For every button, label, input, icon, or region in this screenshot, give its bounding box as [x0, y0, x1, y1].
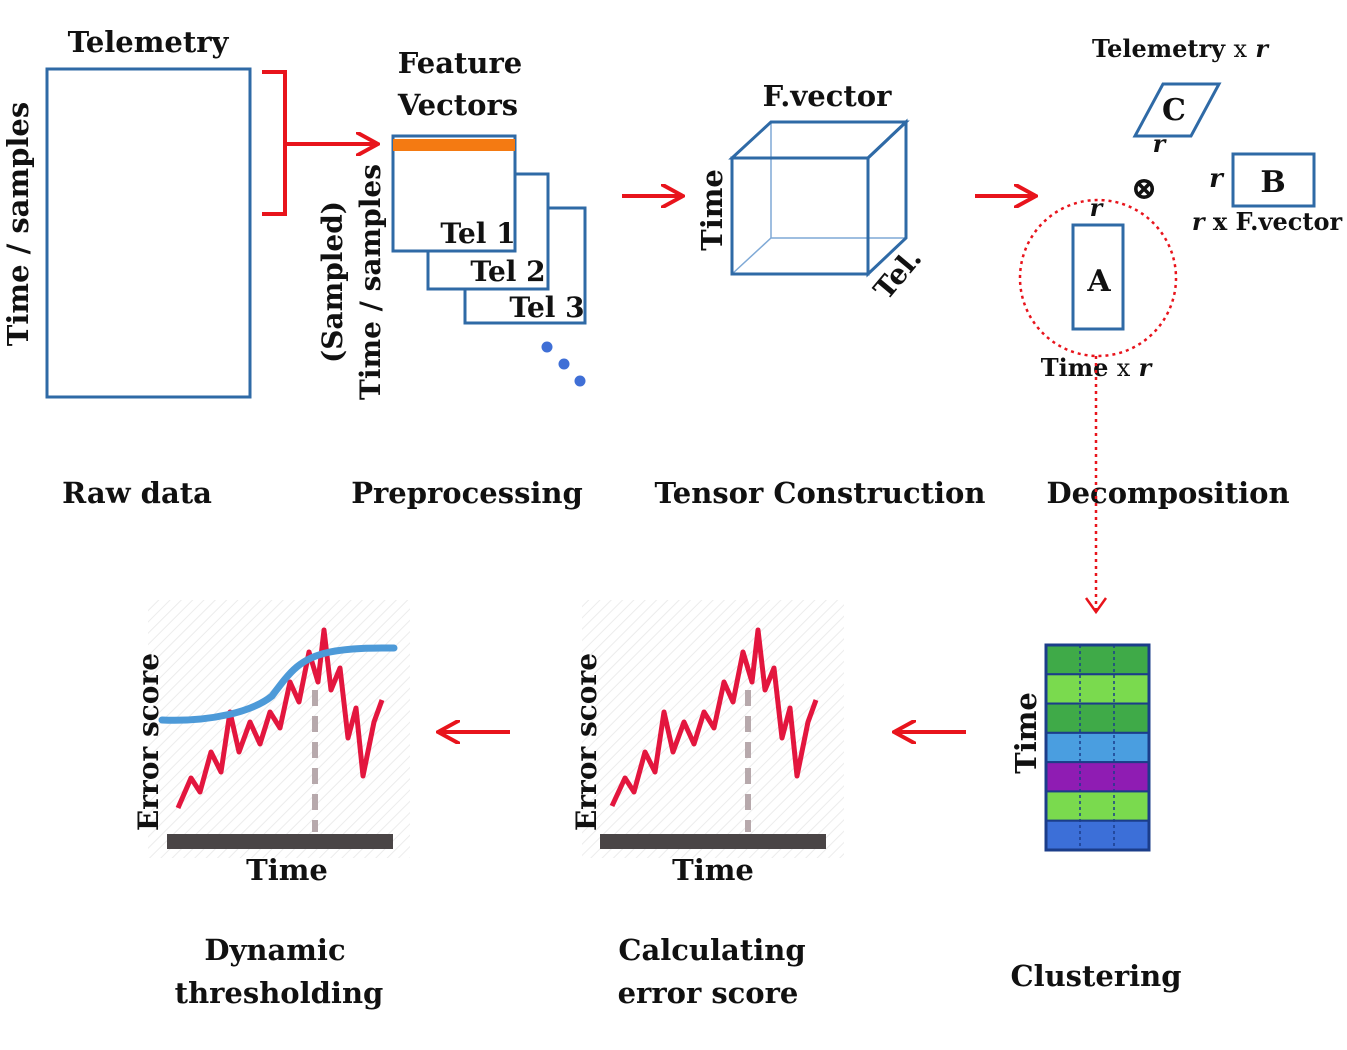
error-time-axis-bar: [600, 834, 826, 849]
tensor-tel-label: Tel.: [867, 242, 928, 306]
decomposition-stage-label: Decomposition: [1046, 476, 1289, 510]
telemetry-label: Telemetry: [68, 25, 230, 59]
bracket-arrow: [262, 70, 376, 216]
raw-data-stage-label: Raw data: [62, 476, 212, 510]
clustering-time-label: Time: [1009, 692, 1043, 774]
tel3-label: Tel 3: [509, 291, 584, 324]
feature-vector-bar: [393, 139, 515, 151]
cluster-row: [1045, 761, 1150, 793]
tel1-label: Tel 1: [440, 217, 515, 250]
dynamic-threshold-stage: Error score Time Dynamic thresholding: [132, 600, 410, 1010]
factor-a-highlight-circle: [1018, 198, 1178, 358]
cluster-row: [1045, 702, 1150, 734]
raw-time-samples-label: Time / samples: [1, 102, 35, 346]
feature-vectors-title-line1: Feature: [398, 46, 522, 80]
threshold-stage-label-line2: thresholding: [175, 976, 384, 1010]
a-rank-label: r: [1090, 193, 1105, 222]
decomposition-stage: Telemetry x r C r ⊗ r B r x F.vector r A…: [1018, 34, 1343, 510]
error-x-axis-label: Time: [672, 853, 754, 887]
preprocessing-stage: Feature Vectors Tel 1 Tel 2 Tel 3 (Sampl…: [316, 46, 587, 510]
b-rank-label: r: [1209, 164, 1225, 194]
dynamic-threshold-curve: [158, 644, 398, 724]
ellipsis-dot-3: [574, 375, 586, 387]
threshold-time-axis-bar: [167, 834, 393, 849]
cluster-matrix: [1044, 643, 1151, 852]
threshold-x-axis-label: Time: [246, 853, 328, 887]
error-score-stage: Error score Time Calculating error score: [570, 600, 844, 1010]
tel1-sheet: [391, 134, 517, 253]
ellipsis-dot-1: [541, 341, 553, 353]
c-dimension-label: Telemetry x r: [1092, 34, 1270, 63]
dotted-arrow-to-clustering: [1084, 356, 1108, 615]
clustering-stage-label: Clustering: [1010, 959, 1181, 993]
tensor-construction-stage: F.vector Time Tel. Tensor Construction: [655, 79, 986, 510]
sampled-label: (Sampled): [316, 201, 349, 363]
factor-c-parallelogram: [1132, 82, 1222, 138]
fvector-label: F.vector: [763, 79, 892, 113]
feature-vectors-title-line2: Vectors: [397, 88, 518, 122]
preprocessing-stage-label: Preprocessing: [351, 476, 583, 510]
cluster-row: [1045, 790, 1150, 822]
threshold-y-axis-label: Error score: [132, 653, 165, 831]
factor-c-label: C: [1162, 93, 1186, 128]
cluster-row: [1045, 644, 1150, 676]
cluster-matrix-border: [1044, 643, 1151, 852]
tensor-cube: [728, 118, 910, 278]
factor-b-label: B: [1260, 165, 1285, 200]
tensor-time-label: Time: [695, 169, 729, 251]
cluster-row: [1045, 819, 1150, 852]
cluster-row: [1045, 731, 1150, 764]
b-dimension-label: r x F.vector: [1192, 207, 1343, 236]
error-score-line: [609, 627, 819, 808]
tel2-label: Tel 2: [470, 255, 545, 288]
prep-time-samples-label: Time / samples: [354, 164, 387, 400]
threshold-error-line: [175, 627, 385, 809]
tensor-construction-stage-label: Tensor Construction: [655, 476, 986, 510]
c-rank-label: r: [1153, 129, 1168, 158]
error-stage-label-line2: error score: [618, 976, 799, 1010]
raw-data-box: [45, 67, 252, 399]
raw-data-stage: Telemetry Time / samples Raw data: [1, 25, 252, 510]
error-stage-label-line1: Calculating: [618, 933, 805, 967]
clustering-stage: Time Clustering: [1009, 643, 1182, 993]
factor-a-box: [1071, 223, 1125, 331]
outer-product-symbol: ⊗: [1131, 169, 1158, 207]
cluster-row: [1045, 673, 1150, 705]
threshold-stage-label-line1: Dynamic: [204, 933, 345, 967]
ellipsis-dot-2: [558, 358, 570, 370]
factor-b-box: [1231, 152, 1316, 208]
error-y-axis-label: Error score: [570, 653, 603, 831]
factor-a-label: A: [1086, 264, 1111, 299]
